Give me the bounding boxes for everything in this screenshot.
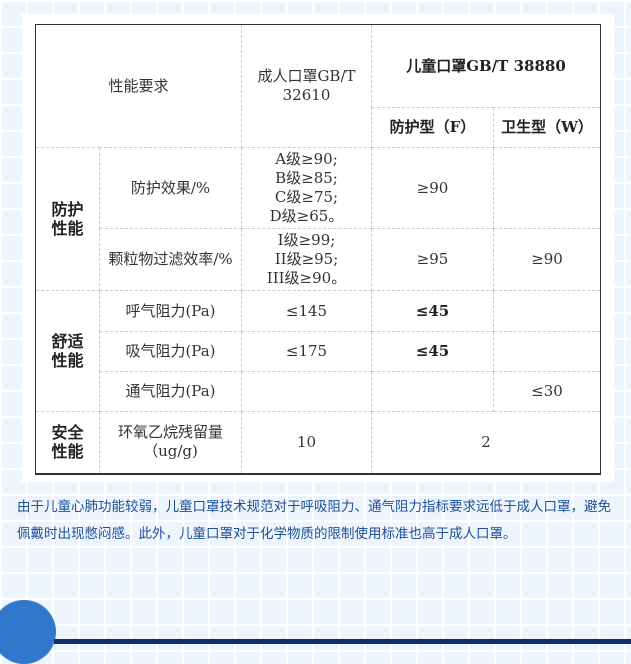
table-row: 安全性能 环氧乙烷残留量（ug/g) 10 2 bbox=[35, 411, 601, 474]
adult-cell: ≤175 bbox=[241, 331, 372, 372]
f-cell: ≥90 bbox=[371, 147, 494, 229]
adult-cell: ≤145 bbox=[241, 290, 372, 332]
decorative-circle bbox=[0, 600, 56, 664]
table-row: 防护性能 防护效果/% A级≥90; B级≥85; C级≥75; D级≥65。 ≥90 bbox=[35, 147, 601, 291]
header-requirement: 性能要求 bbox=[35, 24, 242, 148]
group-label: 舒适性能 bbox=[35, 290, 100, 412]
item-cell: 吸气阻力(Pa) bbox=[99, 331, 242, 372]
adult-cell bbox=[241, 371, 372, 412]
w-cell bbox=[493, 331, 601, 372]
adult-cell: I级≥99; II级≥95; III级≥90。 bbox=[241, 228, 372, 291]
w-cell bbox=[493, 290, 601, 332]
table-row: 颗粒物过滤效率/% I级≥99; II级≥95; III级≥90。 ≥95 ≥90 bbox=[36, 228, 601, 291]
group-label: 安全性能 bbox=[35, 411, 100, 474]
w-cell: ≥90 bbox=[493, 228, 601, 291]
header-adult: 成人口罩GB/T 32610 bbox=[241, 24, 372, 148]
header-child-f: 防护型（F） bbox=[371, 107, 494, 148]
f-cell bbox=[371, 371, 494, 412]
item-cell: 环氧乙烷残留量（ug/g) bbox=[99, 411, 242, 474]
item-cell: 呼气阻力(Pa) bbox=[99, 290, 242, 332]
table-row: 吸气阻力(Pa) ≤175 ≤45 bbox=[36, 331, 601, 372]
header-child-w: 卫生型（W） bbox=[493, 107, 601, 148]
table-row: 舒适性能 呼气阻力(Pa) ≤145 ≤45 bbox=[35, 290, 601, 412]
bottom-bar bbox=[54, 639, 631, 644]
w-cell bbox=[493, 147, 601, 229]
group-label: 防护性能 bbox=[35, 147, 100, 291]
adult-cell: 10 bbox=[241, 411, 372, 474]
f-cell: ≥95 bbox=[371, 228, 494, 291]
w-cell: ≤30 bbox=[493, 371, 601, 412]
header-child: 儿童口罩GB/T 38880 bbox=[371, 24, 601, 108]
item-cell: 防护效果/% bbox=[99, 147, 242, 229]
adult-cell: A级≥90; B级≥85; C级≥75; D级≥65。 bbox=[241, 147, 372, 229]
header-adult-text: 成人口罩GB/T 32610 bbox=[257, 67, 356, 104]
comparison-table: 性能要求 成人口罩GB/T 32610 儿童口罩GB/T 38880 防护型（F… bbox=[35, 24, 601, 475]
description-paragraph: 由于儿童心肺功能较弱，儿童口罩技术规范对于呼吸阻力、通气阻力指标要求远低于成人口… bbox=[17, 499, 611, 542]
table-row: 通气阻力(Pa) ≤30 bbox=[36, 371, 601, 412]
child-cell: 2 bbox=[371, 411, 601, 474]
item-cell: 颗粒物过滤效率/% bbox=[99, 228, 242, 291]
f-cell: ≤45 bbox=[371, 331, 494, 372]
item-cell: 通气阻力(Pa) bbox=[99, 371, 242, 412]
f-cell: ≤45 bbox=[371, 290, 494, 332]
